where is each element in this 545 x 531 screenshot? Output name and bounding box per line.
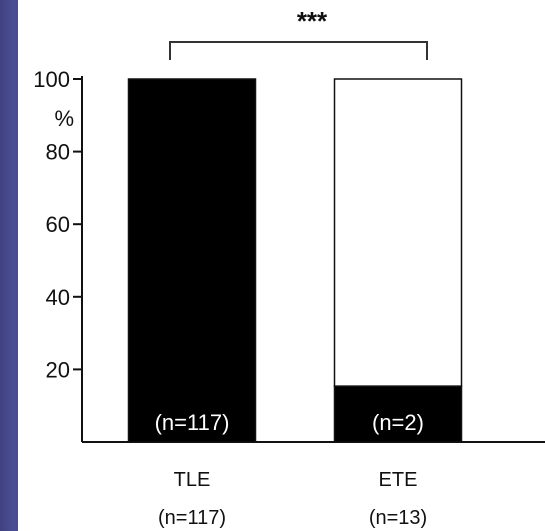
x-category-label: TLE [174,469,211,491]
y-axis-unit-label: % [54,106,74,131]
bar-count-label-ete: (n=2) [372,410,424,435]
y-tick-label: 100 [33,67,70,92]
bars-group [127,78,463,443]
x-category-count: (n=117) [158,507,226,529]
category-labels-group: TLE (n=117) ETE (n=13) [158,469,427,529]
significance-bracket-line [169,41,428,60]
y-tick-label: 80 [46,140,70,165]
bar-segment-ete-0 [333,385,463,443]
significance-bracket: *** [169,6,428,60]
x-category-count: (n=13) [369,507,427,529]
bar-count-label-tle: (n=117) [155,410,230,435]
y-axis-ticks: 20 40 60 80 100 [33,67,82,382]
x-category-label: ETE [379,469,418,491]
y-tick-label: 60 [46,212,70,237]
bar-segment-tle-0 [127,78,257,443]
bar-labels-group: (n=117) (n=2) [155,410,424,435]
significance-stars: *** [297,6,328,36]
bar-segment-ete-1 [333,78,463,387]
y-tick-label: 20 [46,357,70,382]
y-tick-label: 40 [46,285,70,310]
